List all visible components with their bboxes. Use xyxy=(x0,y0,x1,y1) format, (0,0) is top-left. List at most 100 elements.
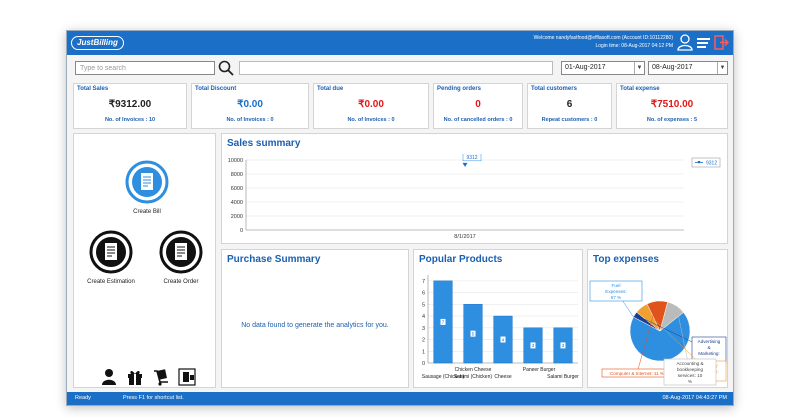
logout-icon[interactable] xyxy=(713,34,730,56)
data-point xyxy=(462,162,468,167)
date-from-value: 01-Aug-2017 xyxy=(565,64,606,71)
x-tick-label: Cheese xyxy=(494,374,511,380)
bar-value-box xyxy=(470,330,476,337)
app-window: JustBilling Welcome nandyfastfood@efflas… xyxy=(66,30,734,406)
slice-label: Accounting & xyxy=(676,361,703,366)
y-tick-label: 4000 xyxy=(231,200,243,206)
y-tick-label: 10000 xyxy=(228,158,243,164)
bill-icon xyxy=(125,160,169,204)
x-tick-label: Paneer Burger xyxy=(523,367,556,373)
create-estimation-button[interactable]: Create Estimation xyxy=(80,230,142,285)
popular-products-panel: Popular Products 0 1 2 3 4 5 6 7 7 5 4 3 3 Chicken Ch… xyxy=(413,249,583,388)
sales-summary-panel: Sales summary 0 2000 4000 6000 8000 10000 8/1/… xyxy=(221,133,728,244)
slice-label: Advertising xyxy=(698,339,721,344)
chevron-down-icon[interactable]: ▼ xyxy=(634,62,644,74)
app-logo: JustBilling xyxy=(71,36,124,50)
stat-value: ₹0.00 xyxy=(237,99,263,110)
popular-products-chart: 0 1 2 3 4 5 6 7 7 5 4 3 3 Chicken Cheese Paneer Burger… xyxy=(422,275,579,380)
stat-label: Total Discount xyxy=(195,86,237,92)
data-label: 9312 xyxy=(466,155,477,161)
stat-label: Total customers xyxy=(531,86,577,92)
search-button[interactable] xyxy=(217,59,235,77)
create-order-button[interactable]: Create Order xyxy=(150,230,212,285)
stat-sub: No. of cancelled orders : 0 xyxy=(443,117,513,123)
slice-label: Computer & Internet: 11 % xyxy=(610,371,664,376)
y-tick-label: 0 xyxy=(240,228,243,234)
gift-icon xyxy=(128,370,142,385)
stat-label: Pending orders xyxy=(437,86,482,92)
quick-actions-panel: Create Bill Create Estimation Create Ord… xyxy=(73,133,216,388)
scan-icon xyxy=(178,368,196,386)
slice-label-box xyxy=(589,280,643,302)
welcome-info: Welcome nandyfastfood@efflasoft.com (Acc… xyxy=(534,34,673,50)
date-from-select[interactable]: 01-Aug-2017 ▼ xyxy=(561,61,645,75)
chevron-down-icon[interactable]: ▼ xyxy=(717,62,727,74)
date-to-select[interactable]: 08-Aug-2017 ▼ xyxy=(648,61,728,75)
stat-total-discount[interactable]: Total Discount ₹0.00 No. of Invoices : 0 xyxy=(191,83,309,129)
create-order-label: Create Order xyxy=(163,279,199,285)
stat-sub: No. of Invoices : 10 xyxy=(104,117,156,123)
slice-label: 67 % xyxy=(611,295,621,300)
scan-button[interactable] xyxy=(178,368,196,386)
x-tick-label: Salami Burger xyxy=(547,374,579,380)
stat-total-due[interactable]: Total due ₹0.00 No. of Invoices : 0 xyxy=(313,83,429,129)
y-tick-label: 2 xyxy=(422,338,425,344)
slice-label: Expenses: xyxy=(605,289,626,294)
user-icon[interactable] xyxy=(677,34,693,56)
menu-icon[interactable] xyxy=(696,34,711,55)
stat-total-customers[interactable]: Total customers 6 Repeat customers : 0 xyxy=(527,83,612,129)
x-tick-label: Chicken Cheese xyxy=(455,367,492,373)
leader-line xyxy=(636,301,658,374)
stat-total-expense[interactable]: Total expense ₹7510.00 No. of expenses :… xyxy=(616,83,728,129)
stat-value: ₹7510.00 xyxy=(650,99,694,110)
order-icon xyxy=(159,230,203,274)
sales-summary-chart: 0 2000 4000 6000 8000 10000 8/1/2017 9312 9312 xyxy=(228,154,721,240)
y-tick-label: 7 xyxy=(422,279,425,285)
bar-value-box xyxy=(500,336,506,343)
purchase-summary-title: Purchase Summary xyxy=(227,254,321,265)
bar-value-label: 7 xyxy=(442,320,445,325)
stat-total-sales[interactable]: Total Sales ₹9312.00 No. of Invoices : 1… xyxy=(73,83,187,129)
slice-label: Marketing: xyxy=(698,351,719,356)
slice-label: % xyxy=(688,379,692,384)
purchase-summary-panel: Purchase Summary No data found to genera… xyxy=(221,249,409,388)
x-tick-label: Salami (Chicken) xyxy=(454,374,492,380)
top-expenses-title: Top expenses xyxy=(593,254,659,265)
stat-value: 0 xyxy=(475,99,481,110)
status-hint: Press F1 for shortcut list. xyxy=(123,395,184,401)
y-tick-label: 6000 xyxy=(231,186,243,192)
sales-summary-title: Sales summary xyxy=(227,138,301,149)
stat-label: Total due xyxy=(317,86,344,92)
gift-button[interactable] xyxy=(126,368,144,386)
x-tick-label: Sausage (Chicken) xyxy=(422,374,465,380)
status-ready: Ready xyxy=(75,395,91,401)
stat-label: Total Sales xyxy=(77,86,109,92)
search-input[interactable] xyxy=(75,61,215,75)
status-bar: Ready Press F1 for shortcut list. 08-Aug… xyxy=(67,392,733,405)
create-estimation-label: Create Estimation xyxy=(87,279,135,285)
bar-value-label: 5 xyxy=(472,331,475,336)
data-label-box xyxy=(462,154,482,162)
slice-label: services: 10 xyxy=(678,373,703,378)
delivery-icon xyxy=(154,369,168,386)
stat-sub: No. of Invoices : 0 xyxy=(226,117,274,123)
legend-marker xyxy=(697,161,701,164)
bar-value-box xyxy=(440,318,446,325)
slice-label: Fuel xyxy=(612,283,621,288)
stat-sub: Repeat customers : 0 xyxy=(541,117,598,123)
create-bill-button[interactable]: Create Bill xyxy=(118,160,176,215)
bar-value-label: 3 xyxy=(532,343,535,348)
no-data-message: No data found to generate the analytics … xyxy=(241,322,389,329)
x-tick-label: 8/1/2017 xyxy=(454,234,475,240)
y-tick-label: 1 xyxy=(422,349,425,355)
delivery-button[interactable] xyxy=(152,368,170,386)
title-bar: JustBilling Welcome nandyfastfood@efflas… xyxy=(67,31,733,55)
y-tick-label: 5 xyxy=(422,302,425,308)
popular-products-title: Popular Products xyxy=(419,254,503,265)
stat-pending-orders[interactable]: Pending orders 0 No. of cancelled orders… xyxy=(433,83,523,129)
customer-button[interactable] xyxy=(100,368,118,386)
filter-field[interactable] xyxy=(239,61,553,75)
bar-value-label: 3 xyxy=(562,343,565,348)
bar-value-box xyxy=(530,342,536,349)
